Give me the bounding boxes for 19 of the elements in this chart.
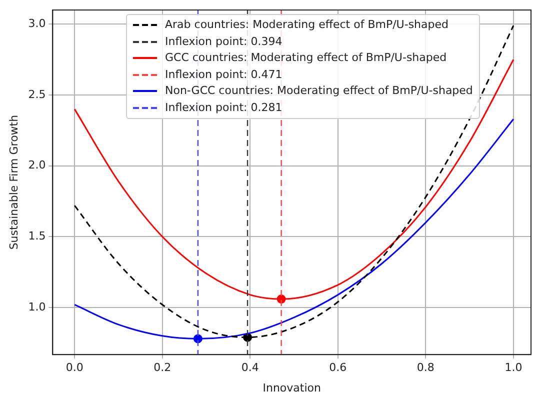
x-tick-label: 0.2: [154, 361, 172, 374]
legend-label: GCC countries: Moderating effect of BmP/U-shaped: [165, 50, 447, 66]
ref-line-label: Inflexion point: 0.394: [165, 34, 282, 50]
ref-line-label: Inflexion point: 0.281: [165, 100, 282, 116]
ref-line-label: Inflexion point: 0.471: [165, 66, 282, 82]
x-axis-title: Innovation: [262, 381, 321, 394]
legend-label: Non-GCC countries: Moderating effect of BmP/U-shaped: [165, 83, 473, 99]
y-tick-label: 2.5: [28, 88, 46, 101]
legend-label: Arab countries: Moderating effect of BmP/U-shaped: [165, 17, 449, 33]
x-tick-label: 0.8: [416, 361, 434, 374]
x-tick-label: 0.0: [66, 361, 84, 374]
x-tick-label: 0.6: [329, 361, 347, 374]
y-tick-label: 1.5: [28, 230, 46, 243]
x-tick-label: 0.4: [241, 361, 259, 374]
y-tick-label: 2.0: [28, 158, 46, 172]
y-tick-label: 1.0: [28, 300, 46, 314]
y-tick-label: 3.0: [28, 17, 46, 30]
x-tick-label: 1.0: [504, 361, 522, 374]
y-axis-title: Sustainable Firm Growth: [7, 114, 20, 250]
